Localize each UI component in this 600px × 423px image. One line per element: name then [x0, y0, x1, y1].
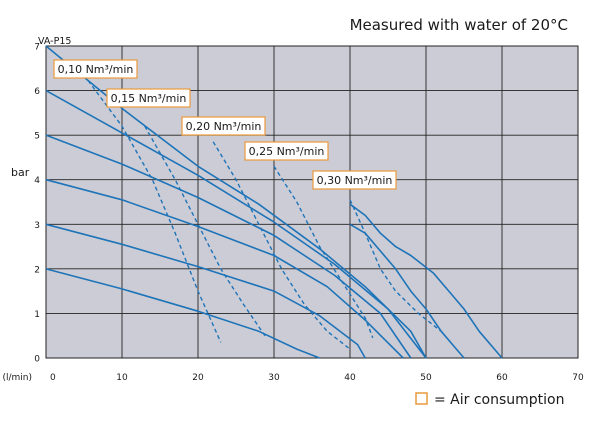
pressure-curve — [45, 45, 427, 359]
y-tick-label: 5 — [34, 132, 40, 142]
air-consumption-curve — [273, 165, 374, 339]
air-consumption-curves — [83, 74, 442, 350]
pressure-curve — [45, 134, 412, 359]
air-consumption-label-text: 0,10 Nm³/min — [58, 63, 134, 76]
legend: = Air consumption — [415, 392, 565, 408]
y-tick-label: 3 — [34, 221, 40, 231]
x-axis-label: (l/min) — [2, 373, 32, 383]
air-consumption-curve — [144, 125, 267, 339]
pressure-curve — [45, 89, 427, 359]
air-consumption-labels: 0,10 Nm³/min 0,15 Nm³/min 0,20 Nm³/min 0,25… — [53, 59, 397, 190]
x-tick-label: 40 — [344, 373, 356, 383]
air-consumption-label-text: 0,15 Nm³/min — [111, 92, 187, 105]
air-consumption-label: 0,30 Nm³/min — [312, 170, 397, 190]
axis-ticks: 0 10 20 30 40 50 60 70 0 1 2 3 4 5 6 7 — [34, 43, 584, 384]
air-consumption-curve — [212, 141, 351, 350]
air-consumption-curve — [83, 74, 222, 343]
pressure-curve — [45, 268, 320, 359]
air-consumption-label: 0,25 Nm³/min — [244, 141, 329, 161]
pressure-curve — [349, 223, 465, 359]
legend-swatch — [415, 392, 428, 405]
air-consumption-label-text: 0,30 Nm³/min — [317, 174, 393, 187]
x-tick-label: 30 — [268, 373, 280, 383]
y-tick-label: 7 — [34, 43, 40, 53]
x-tick-label: 10 — [116, 373, 128, 383]
chart-subtitle: Measured with water of 20°C — [350, 16, 568, 34]
y-axis-label: bar — [11, 166, 30, 179]
x-tick-label: 50 — [420, 373, 432, 383]
air-consumption-curve — [349, 199, 442, 332]
air-consumption-label: 0,20 Nm³/min — [181, 116, 266, 136]
pressure-curve — [45, 223, 366, 359]
y-tick-label: 1 — [34, 310, 40, 320]
x-tick-label: 70 — [572, 373, 584, 383]
x-tick-label: 0 — [50, 373, 56, 383]
y-tick-label: 6 — [34, 87, 40, 97]
air-consumption-label-text: 0,25 Nm³/min — [249, 145, 325, 158]
air-consumption-label: 0,15 Nm³/min — [106, 88, 191, 108]
x-tick-label: 60 — [496, 373, 508, 383]
y-tick-label: 4 — [34, 176, 40, 186]
pressure-curves — [45, 45, 503, 359]
y-tick-label: 0 — [34, 355, 40, 365]
pressure-curve — [349, 203, 503, 359]
y-tick-label: 2 — [34, 265, 40, 275]
model-label: VA-P15 — [38, 36, 71, 47]
x-tick-label: 20 — [192, 373, 204, 383]
legend-text: = Air consumption — [434, 392, 565, 408]
air-consumption-label-text: 0,20 Nm³/min — [186, 120, 262, 133]
pressure-curve — [45, 178, 404, 359]
air-consumption-label: 0,10 Nm³/min — [53, 59, 138, 79]
